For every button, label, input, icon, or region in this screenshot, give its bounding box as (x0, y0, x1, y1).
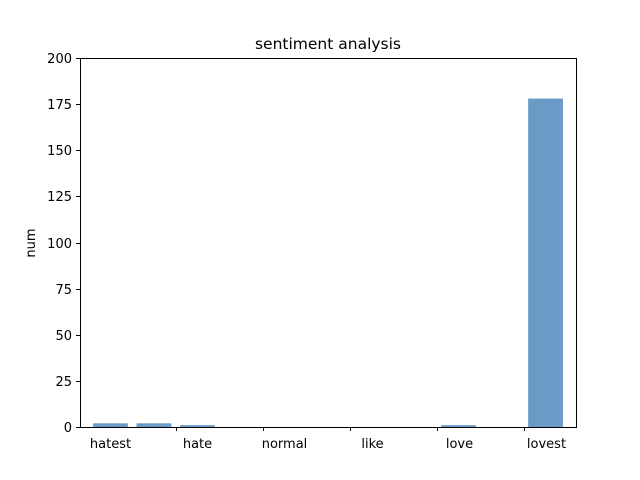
x-tick-label-3: like (361, 437, 383, 452)
bar-1 (136, 423, 172, 427)
x-tick-label-2: normal (262, 437, 308, 452)
y-tick-label-125: 125 (47, 190, 72, 205)
x-axis: hatest hate normal like love lovest (90, 427, 566, 452)
bars-layer (93, 98, 563, 427)
chart-title: sentiment analysis (255, 35, 401, 53)
y-tick-label-150: 150 (47, 144, 72, 159)
bar-2 (180, 425, 215, 427)
bar-0 (93, 423, 128, 427)
y-tick-label-0: 0 (64, 421, 72, 436)
y-tick-label-100: 100 (47, 237, 72, 252)
y-axis-label: num (24, 228, 39, 257)
y-tick-label-75: 75 (55, 283, 72, 298)
bar-10 (528, 98, 563, 427)
y-tick-label-175: 175 (47, 98, 72, 113)
y-axis: 0 25 50 75 100 125 150 175 200 (47, 52, 80, 436)
x-tick-label-1: hate (183, 437, 212, 452)
y-tick-label-50: 50 (55, 329, 72, 344)
plot-frame (80, 58, 577, 428)
y-tick-label-25: 25 (55, 375, 72, 390)
y-tick-label-200: 200 (47, 52, 72, 67)
bar-8 (441, 425, 476, 427)
x-tick-label-0: hatest (90, 437, 131, 452)
x-tick-label-4: love (446, 437, 473, 452)
x-tick-label-5: lovest (527, 437, 566, 452)
